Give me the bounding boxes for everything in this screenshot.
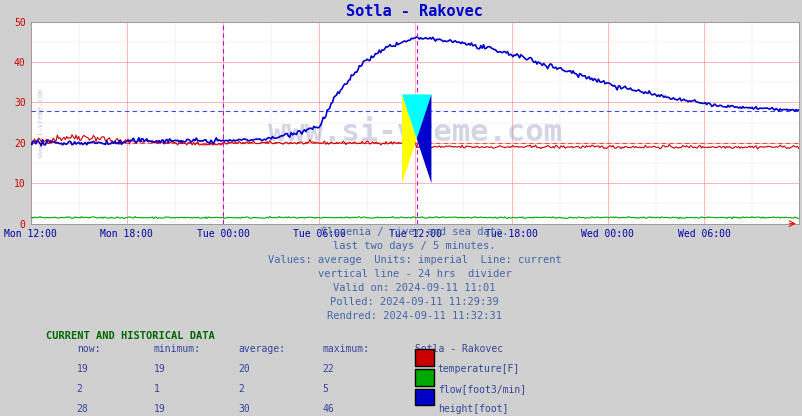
Text: temperature[F]: temperature[F] — [437, 364, 520, 374]
Text: height[foot]: height[foot] — [437, 404, 508, 414]
Text: flow[foot3/min]: flow[foot3/min] — [437, 384, 525, 394]
Text: minimum:: minimum: — [153, 344, 200, 354]
Polygon shape — [416, 94, 431, 183]
Text: www.si-vreme.com: www.si-vreme.com — [267, 118, 561, 147]
FancyBboxPatch shape — [414, 349, 433, 366]
Text: 2: 2 — [237, 384, 244, 394]
FancyBboxPatch shape — [414, 369, 433, 386]
Text: now:: now: — [77, 344, 100, 354]
Text: average:: average: — [237, 344, 285, 354]
Title: Sotla - Rakovec: Sotla - Rakovec — [346, 4, 483, 19]
Text: 5: 5 — [322, 384, 328, 394]
Text: Slovenia / river and sea data.
last two days / 5 minutes.
Values: average  Units: Slovenia / river and sea data. last two … — [268, 227, 561, 321]
Polygon shape — [402, 94, 416, 183]
Text: 19: 19 — [153, 404, 165, 414]
Text: 28: 28 — [77, 404, 88, 414]
Text: 20: 20 — [237, 364, 249, 374]
Text: 22: 22 — [322, 364, 334, 374]
Text: 2: 2 — [77, 384, 83, 394]
Text: 1: 1 — [153, 384, 160, 394]
Text: Sotla - Rakovec: Sotla - Rakovec — [414, 344, 502, 354]
Text: 19: 19 — [153, 364, 165, 374]
Text: 30: 30 — [237, 404, 249, 414]
Text: CURRENT AND HISTORICAL DATA: CURRENT AND HISTORICAL DATA — [46, 331, 214, 341]
Text: www.si-vreme.com: www.si-vreme.com — [38, 89, 44, 157]
Text: maximum:: maximum: — [322, 344, 369, 354]
Polygon shape — [402, 94, 431, 139]
FancyBboxPatch shape — [414, 389, 433, 405]
Text: 19: 19 — [77, 364, 88, 374]
Text: 46: 46 — [322, 404, 334, 414]
